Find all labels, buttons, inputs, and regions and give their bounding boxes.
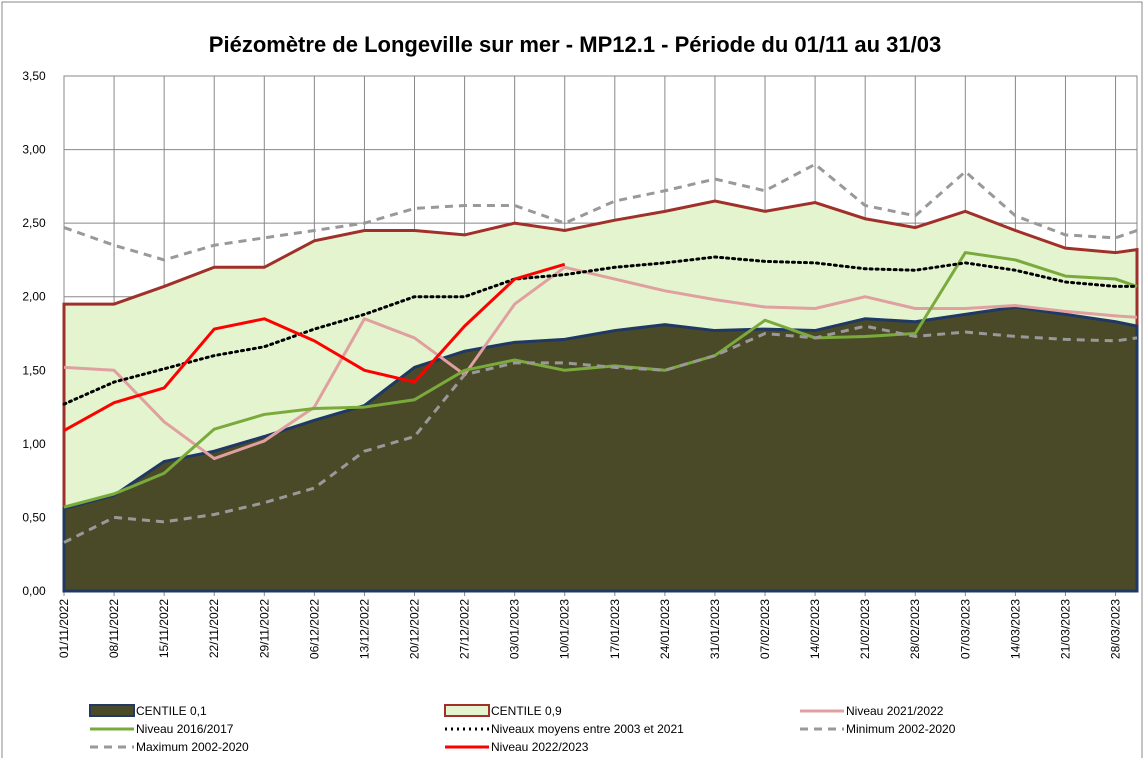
line bbox=[63, 262, 566, 432]
x-tick-label: 22/11/2022 bbox=[207, 599, 221, 658]
line bbox=[62, 255, 1139, 406]
x-tick-label: 28/03/2023 bbox=[1109, 599, 1123, 659]
y-tick-label: 2,50 bbox=[22, 216, 46, 230]
x-tick-label: 21/02/2023 bbox=[858, 599, 872, 659]
x-tick-label: 28/02/2023 bbox=[908, 599, 922, 659]
area bbox=[62, 305, 1139, 593]
legend-label: CENTILE 0,1 bbox=[136, 704, 207, 718]
legend-swatch bbox=[444, 704, 490, 717]
legend-label: CENTILE 0,9 bbox=[491, 704, 562, 718]
line bbox=[63, 324, 1138, 544]
x-tick-label: 24/01/2023 bbox=[658, 599, 672, 659]
x-tick-label: 10/01/2023 bbox=[558, 599, 572, 659]
x-tick-label: 01/11/2022 bbox=[57, 599, 71, 658]
x-tick-label: 29/11/2022 bbox=[257, 599, 271, 658]
line bbox=[63, 162, 1138, 262]
legend-label: Maximum 2002-2020 bbox=[136, 740, 249, 754]
legend-label: Niveaux moyens entre 2003 et 2021 bbox=[491, 722, 684, 736]
x-tick-label: 27/12/2022 bbox=[458, 599, 472, 659]
y-tick-label: 0,00 bbox=[22, 584, 46, 598]
x-tick-label: 20/12/2022 bbox=[408, 599, 422, 659]
x-tick-label: 08/11/2022 bbox=[107, 599, 121, 658]
x-tick-label: 14/02/2023 bbox=[808, 599, 822, 659]
legend-swatch bbox=[89, 704, 135, 717]
x-tick-label: 06/12/2022 bbox=[307, 599, 321, 659]
y-tick-label: 3,50 bbox=[22, 69, 46, 83]
legend-label: Niveau 2021/2022 bbox=[846, 704, 944, 718]
x-tick-label: 14/03/2023 bbox=[1008, 599, 1022, 659]
x-tick-label: 31/01/2023 bbox=[708, 599, 722, 659]
x-tick-label: 15/11/2022 bbox=[157, 599, 171, 658]
y-tick-label: 0,50 bbox=[22, 510, 46, 524]
y-tick-label: 2,00 bbox=[22, 290, 46, 304]
x-tick-label: 07/02/2023 bbox=[758, 599, 772, 659]
x-tick-label: 07/03/2023 bbox=[958, 599, 972, 659]
legend-label: Niveau 2016/2017 bbox=[136, 722, 234, 736]
legend-label: Niveau 2022/2023 bbox=[491, 740, 589, 754]
x-tick-label: 03/01/2023 bbox=[508, 599, 522, 659]
y-tick-label: 1,00 bbox=[22, 437, 46, 451]
chart-title: Piézomètre de Longeville sur mer - MP12.… bbox=[209, 32, 941, 57]
x-tick-label: 13/12/2022 bbox=[357, 599, 371, 659]
y-tick-label: 3,00 bbox=[22, 143, 46, 157]
legend-label: Minimum 2002-2020 bbox=[846, 722, 956, 736]
line bbox=[63, 265, 1138, 461]
x-tick-label: 17/01/2023 bbox=[608, 599, 622, 659]
x-tick-label: 21/03/2023 bbox=[1058, 599, 1072, 659]
y-tick-label: 1,50 bbox=[22, 363, 46, 377]
